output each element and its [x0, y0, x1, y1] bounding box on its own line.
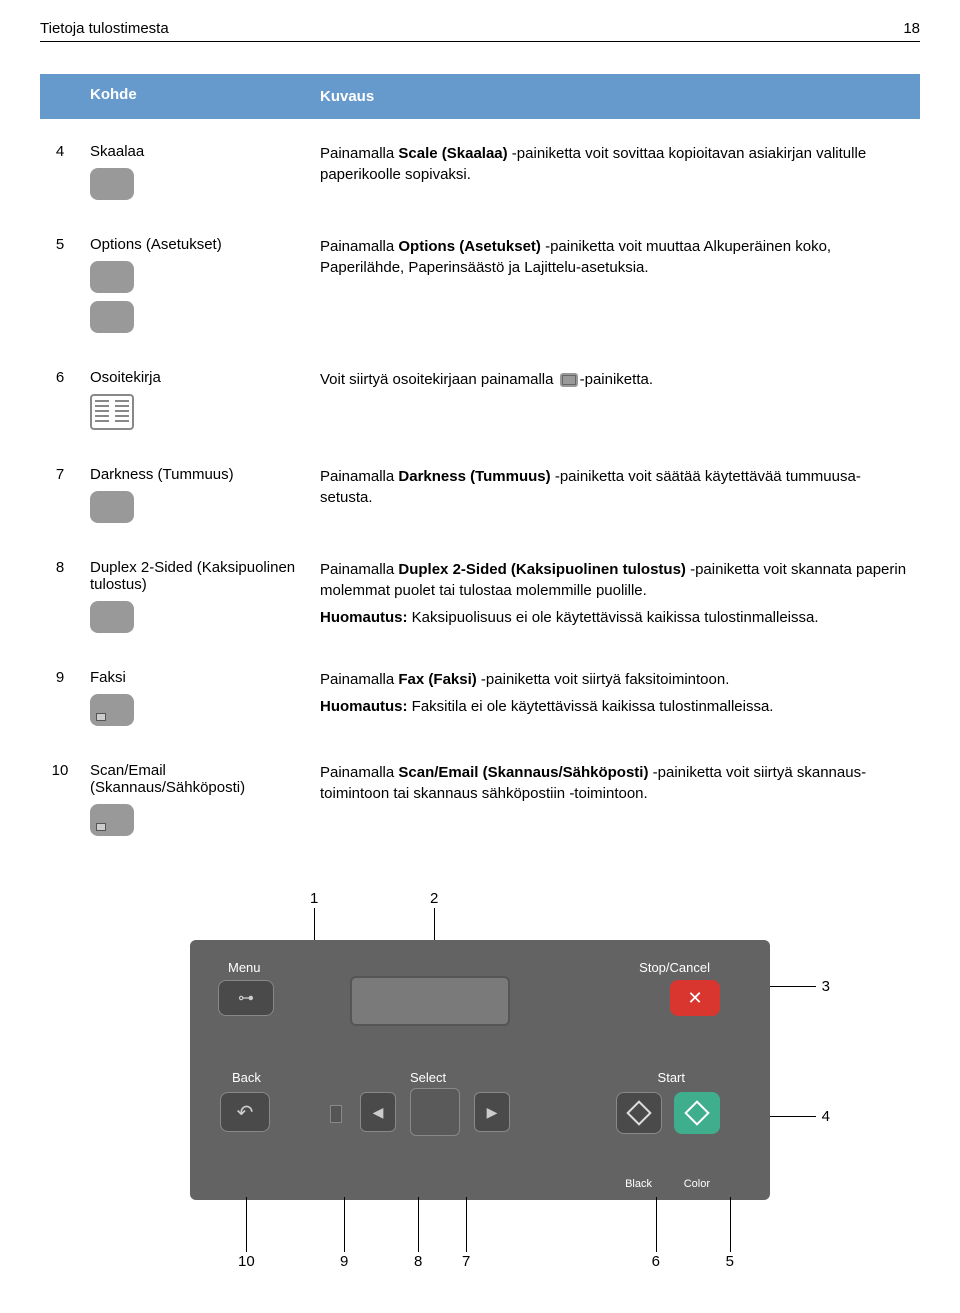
- nav-right-button[interactable]: ▶: [474, 1092, 510, 1132]
- table-row: 9 Faksi Painamalla Fax (Faksi) -painiket…: [40, 657, 920, 738]
- row-note: Huomautus: Faksitila ei ole käytettäviss…: [320, 696, 910, 717]
- row-desc-b: -painiketta.: [580, 371, 653, 388]
- header-page-num: 18: [903, 20, 920, 37]
- row-desc: Painamalla Options (Asetukset) -painiket…: [320, 238, 831, 276]
- fax-button-icon: [90, 694, 134, 726]
- row-num: 5: [40, 224, 80, 345]
- black-label: Black: [625, 1178, 652, 1190]
- menu-label: Menu: [228, 960, 261, 975]
- row-desc: Painamalla Fax (Faksi) -painiketta voit …: [320, 671, 729, 688]
- addressbook-icon: [90, 394, 134, 430]
- feature-table: Kohde Kuvaus 4 Skaalaa Painamalla Scale …: [40, 62, 920, 860]
- back-button[interactable]: ↶: [220, 1092, 270, 1132]
- menu-button[interactable]: ⊶: [218, 980, 274, 1016]
- table-row: 6 Osoitekirja Voit siirtyä osoitekirjaan…: [40, 357, 920, 442]
- diamond-icon: [684, 1100, 709, 1125]
- stop-cancel-button[interactable]: ✕: [670, 980, 720, 1016]
- row-num: 9: [40, 657, 80, 738]
- callout-2: 2: [430, 890, 438, 907]
- th-kuvaus: Kuvaus: [310, 74, 920, 119]
- row-num: 10: [40, 750, 80, 848]
- table-header-row: Kohde Kuvaus: [40, 74, 920, 119]
- table-row: 10 Scan/Email (Skannaus/Sähköposti) Pain…: [40, 750, 920, 848]
- start-black-button[interactable]: [616, 1092, 662, 1134]
- options-button-icon: [90, 301, 134, 333]
- select-button[interactable]: [410, 1088, 460, 1136]
- callout-9: 9: [340, 1253, 348, 1270]
- row-label: Scan/Email (Skannaus/Sähköposti): [90, 762, 245, 796]
- table-row: 8 Duplex 2-Sided (Kaksipuolinen tulostus…: [40, 547, 920, 645]
- status-led-icon: [330, 1105, 342, 1123]
- callout-5: 5: [726, 1253, 734, 1270]
- color-label: Color: [684, 1178, 710, 1190]
- chevron-right-icon: ▶: [487, 1104, 498, 1121]
- printer-control-panel: Menu ⊶ Stop/Cancel ✕ Back ↶ Select ◀ ▶ S…: [190, 940, 770, 1200]
- callout-8: 8: [414, 1253, 422, 1270]
- row-desc-a: Voit siirtyä osoitekirjaan painamalla: [320, 371, 558, 388]
- diamond-icon: [626, 1100, 651, 1125]
- header-title: Tietoja tulostimesta: [40, 20, 169, 37]
- row-num: 4: [40, 131, 80, 212]
- row-label: Darkness (Tummuus): [90, 466, 234, 483]
- row-num: 8: [40, 547, 80, 645]
- row-desc: Painamalla Scan/Email (Skannaus/Sähköpos…: [320, 764, 866, 802]
- duplex-button-icon: [90, 601, 134, 633]
- row-label: Options (Asetukset): [90, 236, 222, 253]
- key-icon: ⊶: [238, 988, 254, 1008]
- row-label: Skaalaa: [90, 143, 144, 160]
- row-label: Duplex 2-Sided (Kaksipuolinen tulostus): [90, 559, 295, 593]
- row-num: 7: [40, 454, 80, 535]
- back-label: Back: [232, 1070, 261, 1085]
- row-desc: Painamalla Duplex 2-Sided (Kaksipuolinen…: [320, 561, 906, 599]
- stop-label: Stop/Cancel: [639, 960, 710, 975]
- control-panel-diagram: 1 2 3 4 Menu ⊶ Stop/Cancel ✕ Back ↶ Sele…: [130, 890, 830, 1270]
- callout-10: 10: [238, 1253, 255, 1270]
- callout-4: 4: [822, 1108, 830, 1125]
- options-button-icon: [90, 261, 134, 293]
- row-num: 6: [40, 357, 80, 442]
- darkness-button-icon: [90, 491, 134, 523]
- row-desc: Painamalla Darkness (Tummuus) -painikett…: [320, 468, 861, 506]
- row-label: Faksi: [90, 669, 126, 686]
- callout-1: 1: [310, 890, 318, 907]
- addressbook-inline-icon: [560, 373, 578, 387]
- row-note: Huomautus: Kaksipuolisuus ei ole käytett…: [320, 607, 910, 628]
- table-row: 7 Darkness (Tummuus) Painamalla Darkness…: [40, 454, 920, 535]
- callout-6: 6: [652, 1253, 660, 1270]
- page-header: Tietoja tulostimesta 18: [40, 20, 920, 42]
- scale-button-icon: [90, 168, 134, 200]
- th-kohde: Kohde: [80, 74, 310, 119]
- table-row: 4 Skaalaa Painamalla Scale (Skaalaa) -pa…: [40, 131, 920, 212]
- scan-email-button-icon: [90, 804, 134, 836]
- row-desc: Painamalla Scale (Skaalaa) -painiketta v…: [320, 145, 866, 183]
- close-icon: ✕: [687, 988, 702, 1009]
- chevron-left-icon: ◀: [373, 1104, 384, 1121]
- display-screen: [350, 976, 510, 1026]
- table-row: 5 Options (Asetukset) Painamalla Options…: [40, 224, 920, 345]
- nav-left-button[interactable]: ◀: [360, 1092, 396, 1132]
- start-label: Start: [658, 1070, 685, 1085]
- nav-cluster: ◀ ▶: [360, 1088, 510, 1138]
- callout-7: 7: [462, 1253, 470, 1270]
- undo-icon: ↶: [237, 1100, 254, 1125]
- select-label: Select: [410, 1070, 446, 1085]
- callout-3: 3: [822, 978, 830, 995]
- start-color-button[interactable]: [674, 1092, 720, 1134]
- row-label: Osoitekirja: [90, 369, 161, 386]
